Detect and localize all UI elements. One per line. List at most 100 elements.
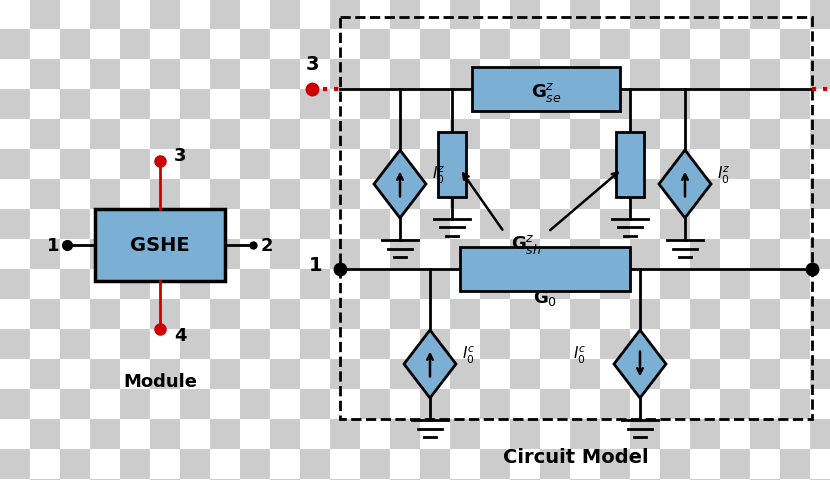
Bar [450,30,480,60]
Bar [720,210,750,240]
Bar [510,300,540,329]
Bar [120,180,150,210]
Bar [0,0,30,30]
Bar [330,180,360,210]
Bar [780,449,810,479]
Bar [390,300,420,329]
Bar [90,329,120,359]
Bar [540,0,570,30]
Bar [390,0,420,30]
Bar [240,240,270,269]
Bar [270,389,300,419]
Bar [0,150,30,180]
Bar [720,479,750,480]
Bar [510,240,540,269]
Bar [510,150,540,180]
Bar [720,150,750,180]
Bar [720,90,750,120]
Bar [300,359,330,389]
Bar [120,269,150,300]
Bar [90,0,120,30]
Bar [690,30,720,60]
Bar [690,389,720,419]
Bar [0,359,30,389]
Bar [720,389,750,419]
Bar [420,210,450,240]
Bar [540,269,570,300]
Bar [120,120,150,150]
Bar [300,300,330,329]
Bar [480,60,510,90]
Bar [750,269,780,300]
Bar [810,60,830,90]
Bar [300,479,330,480]
Bar [450,0,480,30]
Bar [570,300,600,329]
Bar [390,389,420,419]
Bar [420,240,450,269]
Bar [210,150,240,180]
Bar [630,210,660,240]
Bar [570,329,600,359]
Bar [180,449,210,479]
Bar [480,479,510,480]
Bar [390,30,420,60]
Bar [690,210,720,240]
Bar [630,120,660,150]
Bar [630,180,660,210]
Bar [150,449,180,479]
Bar [630,389,660,419]
Bar [360,210,390,240]
Bar [210,180,240,210]
Bar [780,120,810,150]
Bar [570,150,600,180]
Bar [450,329,480,359]
Bar [630,359,660,389]
Bar [660,210,690,240]
Bar [450,269,480,300]
Bar [120,300,150,329]
Bar [780,300,810,329]
Bar [330,269,360,300]
Bar [360,269,390,300]
Bar [480,0,510,30]
Bar [120,150,150,180]
Bar [720,449,750,479]
Bar [600,180,630,210]
Bar [450,120,480,150]
Bar [270,210,300,240]
Bar [570,240,600,269]
Bar [810,300,830,329]
Bar [472,68,620,112]
Bar [30,240,60,269]
Bar [780,30,810,60]
Bar [95,210,225,281]
Bar [690,269,720,300]
Bar [420,60,450,90]
Bar [570,180,600,210]
Bar [630,419,660,449]
Bar [360,90,390,120]
Bar [330,120,360,150]
Bar [720,60,750,90]
Bar [660,300,690,329]
Bar [690,329,720,359]
Bar [180,180,210,210]
Bar [210,300,240,329]
Bar [540,479,570,480]
Bar [720,30,750,60]
Bar [180,479,210,480]
Bar [570,419,600,449]
Bar [150,90,180,120]
Bar [780,180,810,210]
Bar [0,479,30,480]
Text: Circuit Model: Circuit Model [503,447,649,467]
Bar [390,120,420,150]
Bar [810,30,830,60]
Bar [630,240,660,269]
Bar [60,90,90,120]
Bar [390,90,420,120]
Bar [300,329,330,359]
Bar [120,449,150,479]
Text: $I_0^z$: $I_0^z$ [717,164,730,185]
